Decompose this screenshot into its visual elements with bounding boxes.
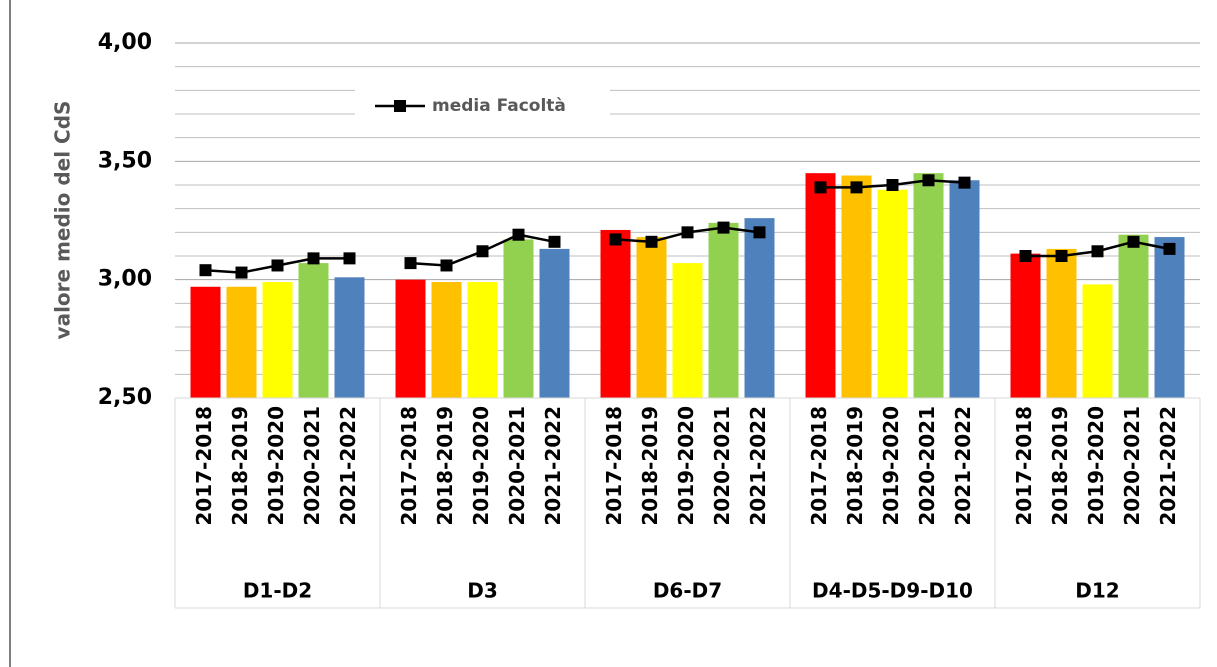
bar — [431, 282, 462, 398]
y-axis-label: valore medio del CdS — [51, 101, 75, 340]
x-tick-label: 2021-2022 — [951, 406, 975, 526]
group-label: D12 — [1075, 579, 1119, 603]
average-marker — [1091, 245, 1104, 258]
bar — [1010, 253, 1041, 398]
average-marker — [440, 259, 453, 272]
x-tick-label: 2019-2020 — [879, 406, 903, 526]
bar — [805, 173, 836, 398]
bar — [298, 263, 329, 398]
average-marker — [886, 179, 899, 191]
bar — [949, 180, 980, 398]
x-tick-label: 2019-2020 — [264, 406, 288, 526]
average-marker — [1019, 250, 1032, 262]
bar — [226, 286, 257, 398]
average-marker — [235, 266, 248, 279]
x-tick-label: 2020-2021 — [710, 406, 734, 526]
average-marker — [199, 264, 212, 277]
bar — [539, 248, 570, 398]
x-tick-label: 2017-2018 — [602, 406, 626, 526]
x-tick-label: 2021-2022 — [746, 406, 770, 526]
x-tick-label: 2018-2019 — [433, 406, 457, 526]
y-tick-label: 3,50 — [98, 148, 152, 173]
average-marker — [681, 226, 694, 239]
y-tick-label: 2,50 — [98, 385, 152, 410]
x-tick-label: 2019-2020 — [469, 406, 493, 526]
legend-label: media Facoltà — [432, 96, 566, 116]
x-tick-label: 2018-2019 — [843, 406, 867, 526]
y-tick-label: 3,00 — [98, 267, 152, 292]
group-label: D1-D2 — [243, 579, 312, 603]
bar — [1082, 284, 1113, 398]
average-marker — [1055, 250, 1068, 262]
average-marker — [548, 235, 561, 248]
x-tick-label: 2020-2021 — [300, 406, 324, 526]
group-label: D3 — [467, 579, 498, 603]
x-tick-label: 2018-2019 — [1048, 406, 1072, 526]
bar — [708, 222, 739, 398]
x-tick-label: 2021-2022 — [541, 406, 565, 526]
bar — [600, 229, 631, 398]
x-tick-label: 2018-2019 — [638, 406, 662, 526]
average-marker — [404, 257, 417, 270]
average-marker — [922, 174, 935, 187]
x-tick-label: 2020-2021 — [505, 406, 529, 526]
x-tick-label: 2017-2018 — [397, 406, 421, 526]
average-marker — [645, 235, 658, 248]
average-marker — [753, 226, 766, 239]
bar — [877, 189, 908, 398]
bar — [467, 282, 498, 398]
average-marker — [609, 233, 622, 246]
legend-marker — [394, 100, 406, 112]
average-marker — [1127, 235, 1140, 248]
bar — [190, 286, 221, 398]
average-marker — [814, 181, 827, 194]
bar — [262, 282, 293, 398]
group-label: D4-D5-D9-D10 — [812, 579, 973, 603]
average-marker — [850, 181, 863, 194]
bar — [913, 173, 944, 398]
bar — [334, 277, 365, 398]
average-marker — [343, 252, 356, 265]
average-marker — [717, 221, 730, 234]
x-tick-label: 2017-2018 — [807, 406, 831, 526]
average-marker — [476, 245, 489, 258]
x-tick-label: 2018-2019 — [228, 406, 252, 526]
average-marker — [271, 259, 284, 272]
bar — [1154, 237, 1185, 398]
average-marker — [307, 252, 320, 265]
average-marker — [512, 228, 525, 241]
bar — [636, 237, 667, 398]
x-tick-label: 2021-2022 — [336, 406, 360, 526]
bar — [744, 218, 775, 398]
x-tick-label: 2019-2020 — [1084, 406, 1108, 526]
bar — [1118, 234, 1149, 398]
group-label: D6-D7 — [653, 579, 722, 603]
bar — [672, 263, 703, 398]
bar — [503, 239, 534, 398]
x-tick-label: 2020-2021 — [1120, 406, 1144, 526]
y-tick-label: 4,00 — [98, 30, 152, 55]
x-tick-label: 2021-2022 — [1156, 406, 1180, 526]
bar — [1046, 248, 1077, 398]
x-tick-label: 2020-2021 — [915, 406, 939, 526]
average-marker — [1163, 242, 1176, 255]
bar — [395, 279, 426, 398]
x-tick-label: 2017-2018 — [192, 406, 216, 526]
bar — [841, 175, 872, 398]
average-marker — [958, 176, 971, 189]
x-tick-label: 2019-2020 — [674, 406, 698, 526]
x-tick-label: 2017-2018 — [1012, 406, 1036, 526]
